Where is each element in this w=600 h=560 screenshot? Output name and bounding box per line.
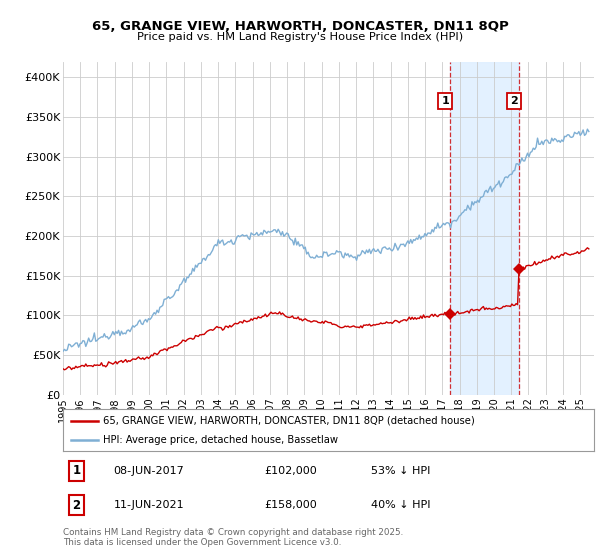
Text: 65, GRANGE VIEW, HARWORTH, DONCASTER, DN11 8QP (detached house): 65, GRANGE VIEW, HARWORTH, DONCASTER, DN… [103,416,475,426]
Text: 1: 1 [73,464,80,477]
Text: Price paid vs. HM Land Registry's House Price Index (HPI): Price paid vs. HM Land Registry's House … [137,32,463,42]
Text: 53% ↓ HPI: 53% ↓ HPI [371,466,430,476]
Text: 2: 2 [510,96,518,106]
Text: 65, GRANGE VIEW, HARWORTH, DONCASTER, DN11 8QP: 65, GRANGE VIEW, HARWORTH, DONCASTER, DN… [92,20,508,32]
Text: 40% ↓ HPI: 40% ↓ HPI [371,500,430,510]
Text: 2: 2 [73,498,80,512]
Text: HPI: Average price, detached house, Bassetlaw: HPI: Average price, detached house, Bass… [103,435,338,445]
Text: £102,000: £102,000 [265,466,317,476]
Text: Contains HM Land Registry data © Crown copyright and database right 2025.
This d: Contains HM Land Registry data © Crown c… [63,528,403,547]
Text: 08-JUN-2017: 08-JUN-2017 [113,466,184,476]
Text: 11-JUN-2021: 11-JUN-2021 [113,500,184,510]
Text: £158,000: £158,000 [265,500,317,510]
Bar [450,62,519,395]
Text: 1: 1 [441,96,449,106]
